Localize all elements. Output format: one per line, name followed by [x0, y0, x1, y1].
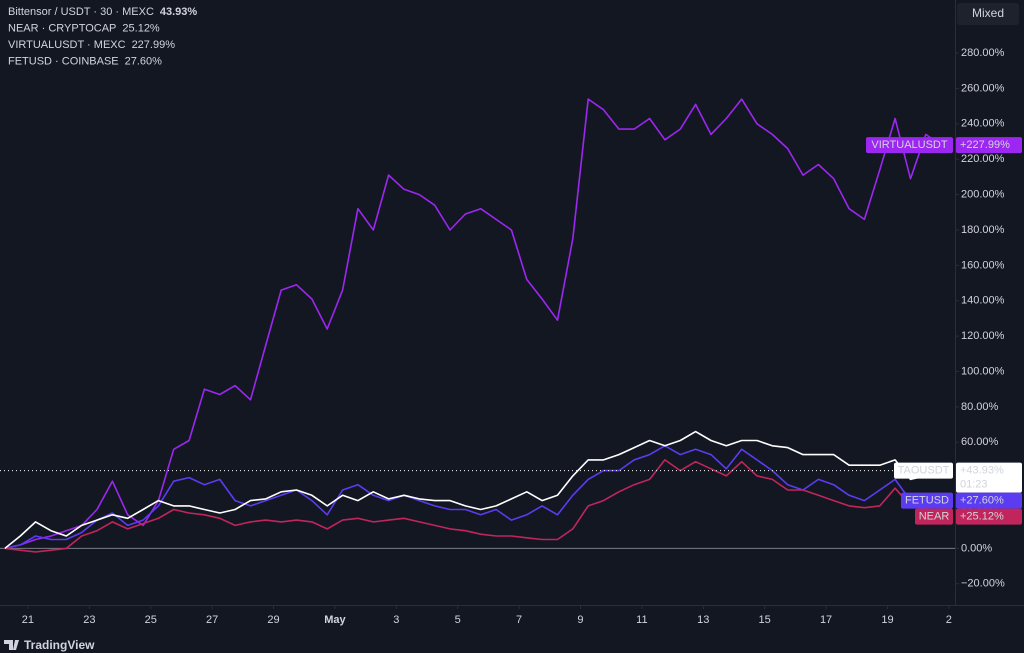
- x-tick-label: May: [324, 614, 346, 626]
- last-value-label: +25.12%: [960, 511, 1004, 523]
- series-tag: VIRTUALUSDT: [871, 139, 947, 151]
- legend-name: Bittensor / USDT · 30 · MEXC: [8, 6, 154, 18]
- x-tick-label: 19: [881, 614, 893, 626]
- y-tick-label: 240.00%: [961, 118, 1005, 130]
- last-value-label: +43.93%: [960, 465, 1004, 477]
- mode-button[interactable]: Mixed: [957, 3, 1019, 25]
- x-tick-label: 21: [22, 614, 34, 626]
- legend-name: NEAR · CRYPTOCAP: [8, 22, 116, 34]
- mode-button-bg[interactable]: [957, 3, 1019, 25]
- y-tick-label: 160.00%: [961, 259, 1005, 271]
- x-tick-label: 7: [516, 614, 522, 626]
- last-value-bg: [956, 492, 1022, 509]
- last-value-bg: [956, 462, 1022, 493]
- x-tick-label: 25: [145, 614, 157, 626]
- y-tick-label: 120.00%: [961, 330, 1005, 342]
- y-tick-label: 260.00%: [961, 82, 1005, 94]
- series-tag-bg: [901, 492, 953, 509]
- last-value-bg: [956, 508, 1022, 525]
- series-tag: TAOUSDT: [898, 465, 950, 477]
- x-tick-label: 3: [393, 614, 399, 626]
- y-tick-label: −20.00%: [961, 578, 1005, 590]
- y-tick-label: 0.00%: [961, 542, 992, 554]
- x-tick-label: 5: [455, 614, 461, 626]
- last-value-label: +27.60%: [960, 495, 1004, 507]
- legend-name: VIRTUALUSDT · MEXC: [8, 39, 126, 51]
- series-line: [4, 459, 942, 553]
- y-tick-label: 60.00%: [961, 436, 999, 448]
- y-tick-label: 200.00%: [961, 188, 1005, 200]
- last-value-bg: [956, 137, 1022, 154]
- x-tick-label: 23: [83, 614, 95, 626]
- watermark[interactable]: TradingView: [4, 638, 95, 652]
- series-tag-bg: [866, 137, 953, 154]
- x-tick-label: 9: [577, 614, 583, 626]
- y-tick-label: 180.00%: [961, 224, 1005, 236]
- y-tick-label: 80.00%: [961, 401, 999, 413]
- y-tick-label: 140.00%: [961, 295, 1005, 307]
- last-value-label: +227.99%: [960, 139, 1010, 151]
- overlay: VIRTUALUSDT +227.99% TAOUSDT +43.93% 01:23 FE…: [8, 6, 1022, 525]
- legend-name: FETUSD · COINBASE: [8, 55, 119, 67]
- y-tick-label: 220.00%: [961, 153, 1005, 165]
- series-tag-bg: [915, 508, 953, 525]
- y-tick-label: 100.00%: [961, 365, 1005, 377]
- x-tick-label: 15: [759, 614, 771, 626]
- legend-value: 43.93%: [160, 6, 198, 18]
- series-tag-bg: [894, 462, 953, 479]
- x-tick-label: 17: [820, 614, 832, 626]
- legend-value: 227.99%: [132, 39, 176, 51]
- logo-icon[interactable]: [4, 640, 19, 650]
- x-tick-label: 29: [267, 614, 279, 626]
- legend-value: 25.12%: [122, 22, 160, 34]
- bar-countdown: 01:23: [960, 479, 988, 491]
- series-line: [4, 430, 942, 550]
- x-tick-label: 13: [697, 614, 709, 626]
- x-tick-label: 27: [206, 614, 218, 626]
- x-tick-label: 11: [636, 614, 647, 626]
- series-tag: FETUSD: [905, 495, 949, 507]
- y-tick-label: 280.00%: [961, 47, 1005, 59]
- series-tag: NEAR: [919, 511, 950, 523]
- legend-value: 27.60%: [125, 55, 163, 67]
- mode-button-label[interactable]: Mixed: [972, 6, 1004, 20]
- series-line: [4, 98, 942, 550]
- x-tick-label: 2: [946, 614, 952, 626]
- logo-text[interactable]: TradingView: [24, 638, 95, 652]
